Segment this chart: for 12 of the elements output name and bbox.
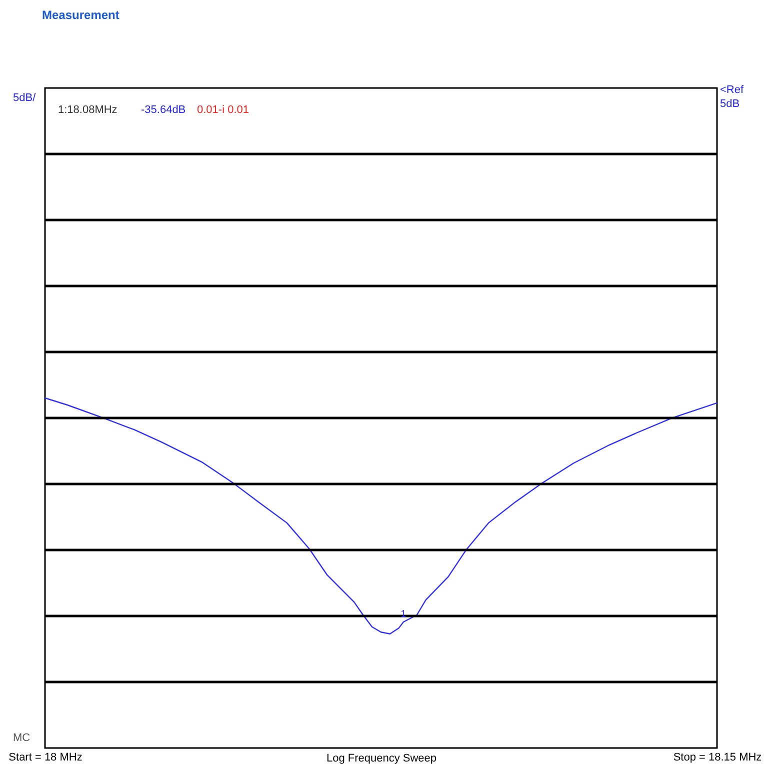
text: 5dB (720, 98, 740, 110)
x-tick-label: Start = 18 MHz (8, 752, 82, 764)
x-tick-label: Stop = 18.15 MHz (673, 752, 762, 764)
text: 0.01-i 0.01 (197, 104, 249, 116)
text: 5dB/ (13, 92, 37, 104)
text: 1:18.08MHz (58, 104, 118, 116)
text: -35.64dB (141, 104, 186, 116)
text: <Ref (720, 84, 744, 96)
x-axis-title: Log Frequency Sweep (326, 752, 437, 764)
text: MC (13, 732, 30, 744)
chart-title: Measurement (42, 8, 120, 22)
annotation: 1 (400, 609, 407, 620)
